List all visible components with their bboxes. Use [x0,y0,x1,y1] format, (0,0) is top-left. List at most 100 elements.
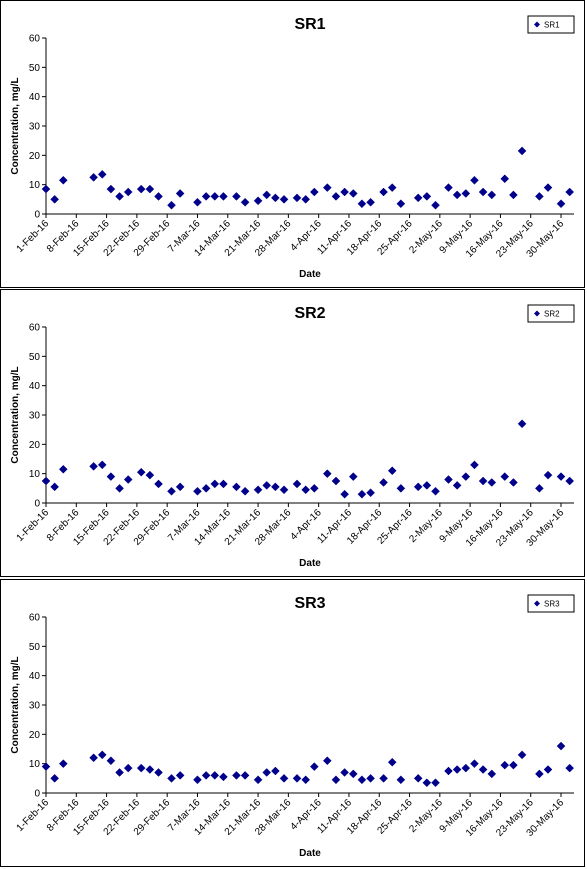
data-point [154,768,163,777]
data-point [357,199,367,209]
data-point [452,765,462,774]
data-point [97,170,107,179]
legend-label: SR3 [544,600,560,609]
data-point [556,741,566,751]
data-point [431,200,440,210]
chart-title: SR2 [294,305,325,322]
chart-panel-sr1: SR1 0 10 20 30 40 50 60 1-Feb-16 8-Feb-16 15-Feb-1… [0,0,585,288]
data-point [331,476,341,486]
data-point [58,464,68,474]
data-point [357,775,367,785]
y-tick-label: 50 [29,642,41,653]
data-point [89,172,98,182]
y-tick-label: 0 [34,210,40,221]
data-point [331,775,341,785]
data-point [387,466,397,476]
data-point [348,472,358,481]
data-point [175,771,185,780]
data-point [470,175,479,185]
data-point [106,472,116,481]
legend-label: SR1 [544,21,560,30]
data-point [210,771,220,780]
chart-panel-sr2: SR2 0 10 20 30 40 50 60 1-Feb-16 8-Feb-16 15-Feb-1… [0,289,585,577]
legend-label: SR2 [544,310,560,319]
data-point [565,763,575,773]
data-point [301,775,311,785]
data-point [387,757,397,767]
data-point [517,419,527,429]
data-point [517,146,527,156]
data-point [556,472,566,481]
y-tick-label: 10 [29,180,41,191]
data-point [145,765,155,774]
legend-marker [534,600,540,607]
data-point [232,192,241,201]
data-point [340,768,349,777]
data-point [201,771,211,780]
data-point [136,467,146,477]
data-point [219,479,228,489]
data-point [478,187,488,197]
data-point [387,183,397,192]
chart-title: SR3 [294,595,325,612]
data-point [240,486,250,496]
data-point [309,762,319,771]
data-point [322,183,332,192]
data-point [167,773,176,783]
x-axis-title: Date [299,558,321,569]
data-point [123,763,133,773]
y-tick-label: 60 [29,613,41,624]
data-point [509,760,518,770]
data-point [210,192,220,201]
data-point [470,759,479,769]
data-point [279,194,289,204]
y-tick-label: 50 [29,63,41,74]
data-point [461,763,471,773]
data-point [565,187,575,197]
data-point [517,750,527,760]
y-tick-label: 40 [29,671,41,682]
x-axis-title: Date [299,269,321,280]
data-point [232,771,241,780]
x-axis-title: Date [299,848,321,859]
data-point [97,750,107,760]
data-point [301,485,311,495]
chart-svg: SR201020304050601-Feb-168-Feb-1615-Feb-1… [10,304,575,569]
data-point [452,190,462,200]
data-point [340,489,349,499]
data-point [89,461,98,471]
data-point [115,768,124,777]
data-point [452,481,462,490]
data-point [379,478,388,487]
data-point [348,189,358,198]
y-tick-label: 60 [29,323,41,334]
data-point [292,479,302,489]
data-point [240,197,250,207]
chart-svg: SR301020304050601-Feb-168-Feb-1615-Feb-1… [10,594,575,859]
data-point [301,194,311,204]
y-tick-label: 10 [29,759,41,770]
data-point [253,196,263,206]
data-point [50,773,60,783]
data-point [543,470,553,480]
data-point [262,190,272,200]
data-point [123,187,133,197]
data-point [431,778,440,788]
data-point [271,766,280,776]
data-point [396,775,406,785]
data-point [219,192,228,201]
data-point [422,192,432,201]
data-point [262,768,272,777]
data-point [366,488,375,498]
data-point [123,475,133,484]
data-point [154,192,163,201]
data-point [500,174,510,184]
data-point [292,193,302,203]
y-tick-label: 10 [29,469,41,480]
y-tick-label: 40 [29,381,41,392]
data-point [89,753,98,763]
y-tick-label: 30 [29,701,41,712]
data-point [331,192,341,201]
data-point [97,460,107,470]
y-axis-title: Concentration, mg/L [10,656,21,753]
